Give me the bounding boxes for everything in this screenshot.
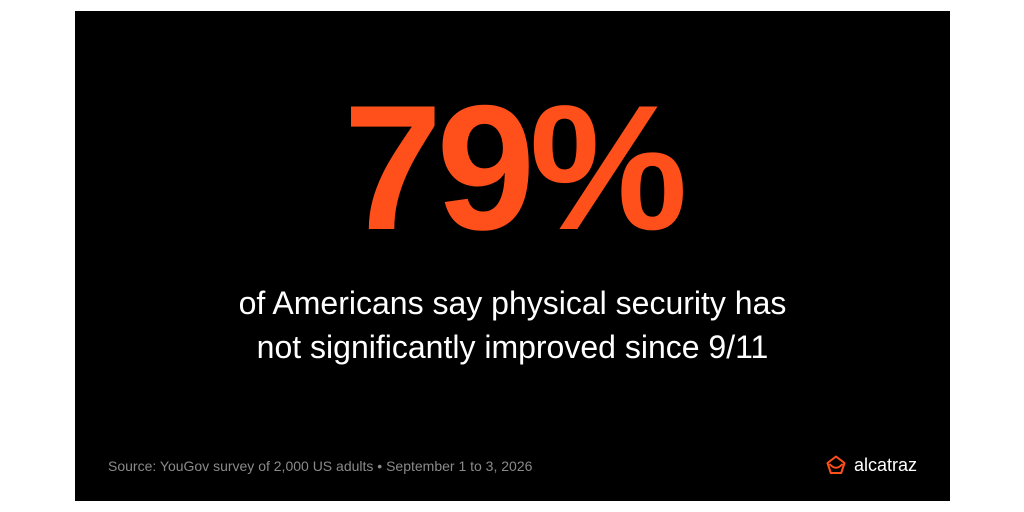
source-note: Source: YouGov survey of 2,000 US adults… <box>108 458 533 474</box>
headline-statistic: 79% <box>343 68 687 267</box>
brand-name: alcatraz <box>853 455 917 475</box>
description-line-1: of Americans say physical security has <box>238 285 787 321</box>
statistic-description: of Americans say physical security has n… <box>75 281 950 369</box>
description-line-2: not significantly improved since 9/11 <box>256 329 769 365</box>
alcatraz-logo-icon <box>825 454 847 476</box>
brand-logo: alcatraz <box>825 452 917 478</box>
stat-card: 79% of Americans say physical security h… <box>75 11 950 501</box>
